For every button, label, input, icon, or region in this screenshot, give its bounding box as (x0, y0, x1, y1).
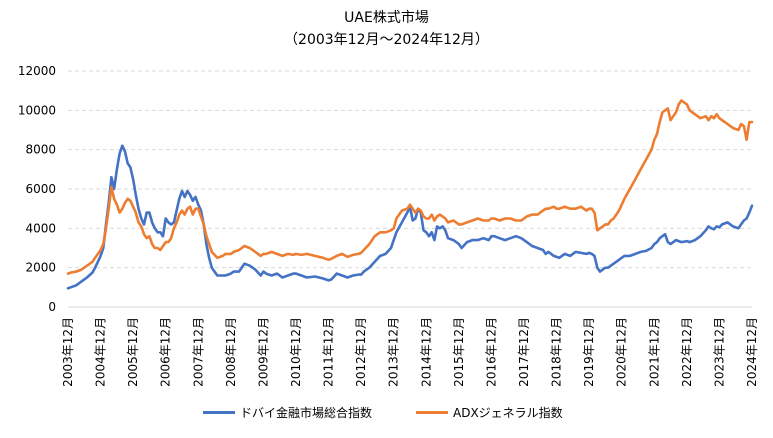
x-tick-label: 2006年12月 (159, 317, 173, 387)
legend-swatch-dubai (203, 411, 235, 414)
x-tick-label: 2015年12月 (452, 317, 466, 387)
x-tick-label: 2009年12月 (256, 317, 270, 387)
y-tick-label: 4000 (25, 221, 56, 235)
x-tick-label: 2013年12月 (387, 317, 401, 387)
x-tick-label: 2020年12月 (615, 317, 629, 387)
x-tick-label: 2011年12月 (322, 317, 336, 387)
y-tick-label: 12000 (18, 64, 56, 78)
x-tick-label: 2023年12月 (712, 317, 726, 387)
series-line-dubai (66, 144, 754, 290)
chart-subtitle: （2003年12月～2024年12月） (284, 32, 489, 48)
legend-swatch-adx (416, 411, 448, 414)
x-tick-label: 2012年12月 (354, 317, 368, 387)
series-line-adx (66, 99, 754, 275)
x-tick-label: 2010年12月 (289, 317, 303, 387)
x-tick-label: 2014年12月 (419, 317, 433, 387)
legend-label-dubai: ドバイ金融市場総合指数 (240, 406, 373, 420)
y-tick-label: 0 (48, 300, 56, 314)
series-lines (66, 99, 754, 290)
x-tick-label: 2004年12月 (94, 317, 108, 387)
y-tick-label: 10000 (18, 103, 56, 117)
legend-item-adx: ADXジェネラル指数 (416, 404, 563, 421)
x-tick-label: 2008年12月 (224, 317, 238, 387)
x-tick-label: 2018年12月 (550, 317, 564, 387)
chart-title: UAE株式市場 (344, 10, 429, 26)
y-tick-label: 2000 (25, 261, 56, 275)
x-tick-label: 2017年12月 (517, 317, 531, 387)
legend-item-dubai: ドバイ金融市場総合指数 (203, 404, 372, 421)
gridlines (68, 70, 752, 308)
x-tick-label: 2024年12月 (745, 317, 759, 387)
x-tick-label: 2007年12月 (191, 317, 205, 387)
x-tick-label: 2005年12月 (126, 317, 140, 387)
x-tick-label: 2022年12月 (680, 317, 694, 387)
x-tick-label: 2021年12月 (647, 317, 661, 387)
x-tick-label: 2003年12月 (61, 317, 75, 387)
x-tick-label: 2016年12月 (484, 317, 498, 387)
x-tick-label: 2019年12月 (582, 317, 596, 387)
x-axis-tick-labels: 2003年12月 2004年12月 2005年12月 2006年12月 2007年12月… (61, 317, 759, 387)
y-axis-tick-labels: 0 2000 4000 6000 8000 10000 12000 (18, 64, 56, 314)
y-tick-label: 8000 (25, 143, 56, 157)
y-tick-label: 6000 (25, 182, 56, 196)
legend-label-adx: ADXジェネラル指数 (453, 406, 563, 420)
